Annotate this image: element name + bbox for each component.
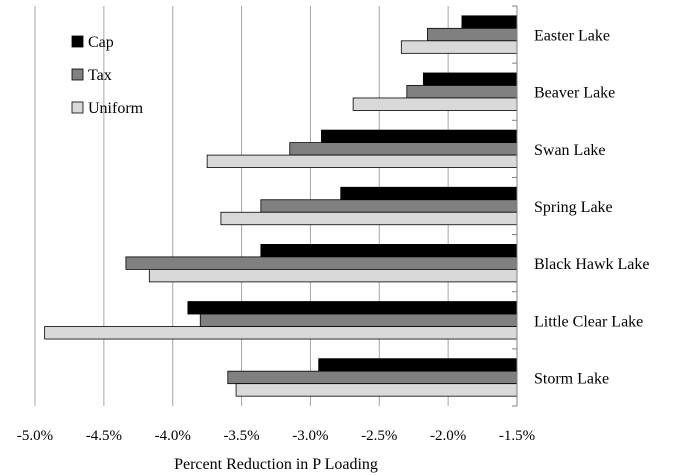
category-label: Beaver Lake	[534, 85, 615, 102]
x-tick-label: -3.0%	[292, 428, 328, 444]
category-label: Swan Lake	[534, 142, 606, 159]
bar-tax-beaver-lake	[406, 85, 518, 99]
bar-uniform-spring-lake	[220, 211, 518, 226]
bar-cap-easter-lake	[461, 15, 518, 29]
bar-cap-storm-lake	[318, 358, 518, 372]
x-tick-label: -1.5%	[499, 428, 535, 444]
x-tick-label: -4.5%	[86, 428, 122, 444]
category-label: Spring Lake	[534, 199, 613, 216]
legend-swatch-cap	[71, 35, 84, 48]
x-tick-label: -3.5%	[223, 428, 259, 444]
x-tick-label: -2.5%	[361, 428, 397, 444]
bar-uniform-easter-lake	[400, 40, 518, 54]
bar-uniform-storm-lake	[235, 383, 518, 397]
x-tick-label: -4.0%	[155, 428, 191, 444]
bar-uniform-black-hawk-lake	[148, 268, 518, 283]
bar-tax-storm-lake	[227, 370, 518, 385]
bar-cap-little-clear-lake	[187, 301, 518, 315]
bar-tax-little-clear-lake	[199, 313, 518, 327]
bar-tax-spring-lake	[260, 199, 518, 213]
x-tick-labels: -5.0% -4.5% -4.0% -3.5% -3.0% -2.5% -2.0% -1.5%	[17, 428, 535, 444]
legend-swatch-tax	[71, 68, 84, 81]
bar-tax-swan-lake	[289, 142, 518, 156]
y-axis-line	[512, 5, 518, 407]
bar-cap-black-hawk-lake	[260, 243, 518, 258]
legend-label-uniform: Uniform	[88, 100, 144, 117]
category-labels: Easter Lake Beaver Lake Swan Lake Spring La…	[534, 28, 650, 388]
x-tick-label: -2.0%	[430, 428, 466, 444]
x-tick-label: -5.0%	[17, 428, 53, 444]
bar-tax-easter-lake	[427, 27, 518, 42]
x-axis-title: Percent Reduction in P Loading	[174, 456, 378, 473]
bar-cap-swan-lake	[321, 129, 518, 144]
legend-label-tax: Tax	[88, 67, 112, 84]
legend-swatch-uniform	[71, 101, 84, 114]
category-label: Easter Lake	[534, 28, 610, 45]
bar-uniform-beaver-lake	[352, 97, 518, 111]
bar-uniform-little-clear-lake	[44, 326, 518, 340]
bar-cap-beaver-lake	[422, 72, 518, 86]
bar-cap-spring-lake	[340, 186, 518, 201]
category-label: Storm Lake	[534, 370, 609, 387]
legend: Cap Tax Uniform	[71, 34, 144, 117]
bars	[44, 15, 518, 397]
legend-label-cap: Cap	[88, 34, 114, 51]
category-label: Black Hawk Lake	[534, 256, 650, 273]
bar-uniform-swan-lake	[206, 154, 518, 169]
bar-tax-black-hawk-lake	[125, 256, 518, 270]
category-label: Little Clear Lake	[534, 313, 643, 330]
